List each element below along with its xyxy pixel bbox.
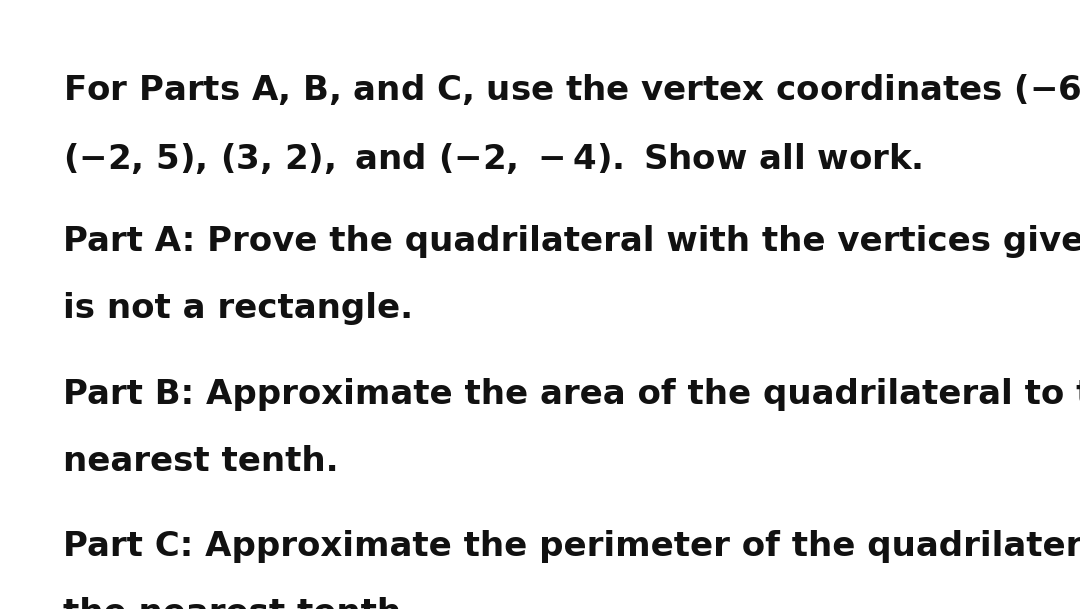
Text: Part C: Approximate the perimeter of the quadrilateral to: Part C: Approximate the perimeter of the…: [63, 530, 1080, 563]
Text: is not a rectangle.: is not a rectangle.: [63, 292, 413, 325]
Text: For Parts A, B, and C, use the vertex coordinates $\mathbf{(-6,\,-1)},$: For Parts A, B, and C, use the vertex co…: [63, 72, 1080, 107]
Text: nearest tenth.: nearest tenth.: [63, 445, 338, 477]
Text: Part A: Prove the quadrilateral with the vertices given above: Part A: Prove the quadrilateral with the…: [63, 225, 1080, 258]
Text: $\mathbf{(-2,\,5),\,(3,\,2),}$ and $\mathbf{(-2,\,-4).}$ Show all work.: $\mathbf{(-2,\,5),\,(3,\,2),}$ and $\mat…: [63, 141, 922, 176]
Text: Part B: Approximate the area of the quadrilateral to the: Part B: Approximate the area of the quad…: [63, 378, 1080, 410]
Text: the nearest tenth.: the nearest tenth.: [63, 597, 414, 609]
